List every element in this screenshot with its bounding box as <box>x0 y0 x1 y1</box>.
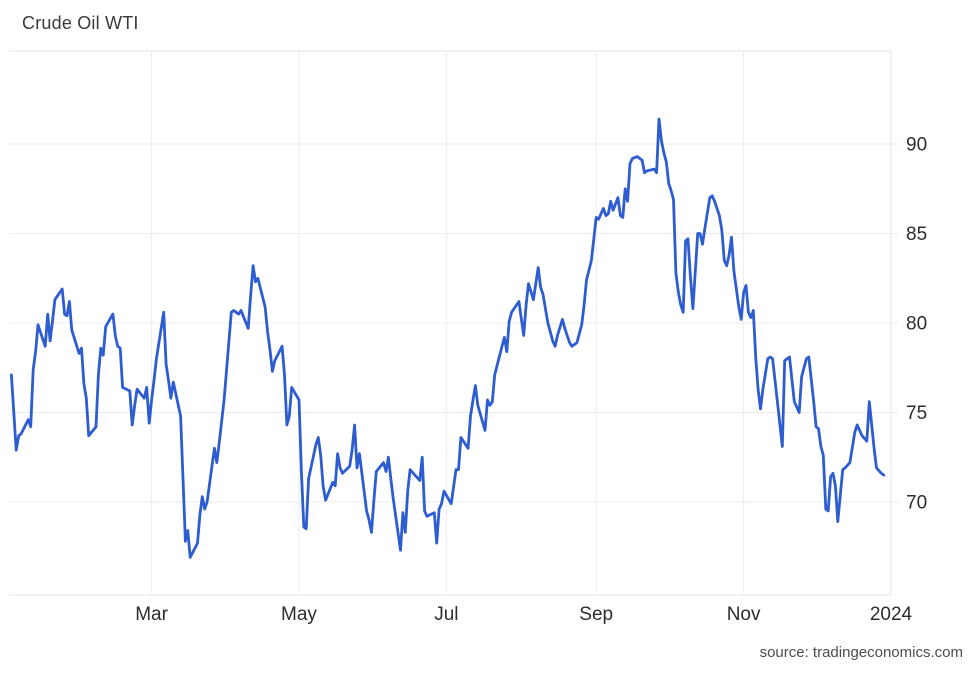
x-axis-tick-label: May <box>281 604 317 625</box>
x-axis-tick-label: Mar <box>135 604 168 625</box>
y-axis-tick-label: 70 <box>906 492 927 513</box>
y-axis-tick-label: 90 <box>906 135 927 156</box>
y-axis-tick-label: 85 <box>906 224 927 245</box>
y-axis-tick-label: 75 <box>906 403 927 424</box>
x-axis-tick-label: Nov <box>727 604 761 625</box>
y-axis-tick-label: 80 <box>906 314 927 335</box>
x-axis-tick-label: 2024 <box>870 604 913 625</box>
x-axis-tick-label: Sep <box>579 604 613 625</box>
source-credit: source: tradingeconomics.com <box>759 644 963 661</box>
x-axis-tick-label: Jul <box>434 604 458 625</box>
price-line-series <box>9 117 886 559</box>
chart-title: Crude Oil WTI <box>22 13 139 33</box>
